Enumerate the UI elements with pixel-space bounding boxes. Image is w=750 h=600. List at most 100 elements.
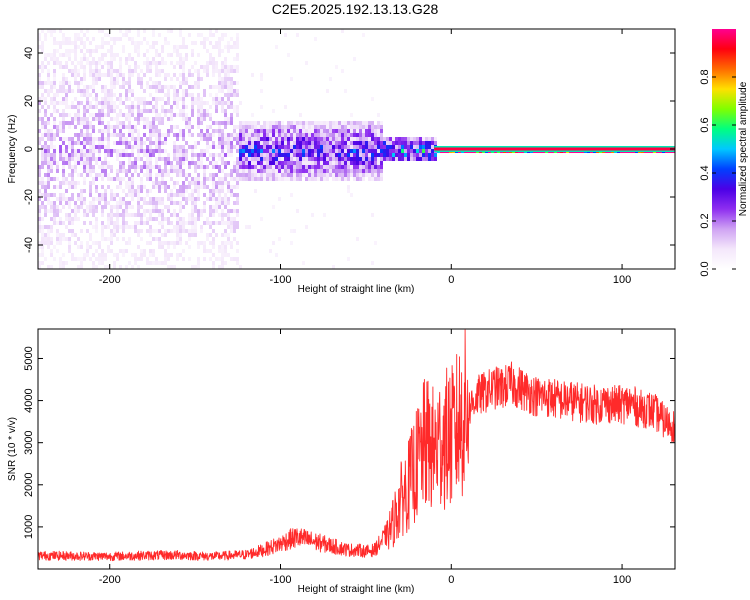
spectrogram-cell bbox=[296, 165, 299, 169]
spectrogram-cell bbox=[347, 141, 350, 145]
spectrogram-cell bbox=[140, 213, 143, 217]
spectrogram-cell bbox=[374, 165, 377, 169]
spectrogram-cell bbox=[110, 53, 113, 57]
spectrogram-cell bbox=[263, 173, 266, 177]
spectrogram-cell bbox=[68, 153, 71, 157]
spectrogram-cell bbox=[74, 117, 77, 121]
spectrogram-cell bbox=[59, 45, 62, 49]
spectrogram-cell bbox=[77, 149, 80, 153]
spectrogram-cell bbox=[140, 137, 143, 141]
spectrogram-cell bbox=[293, 129, 296, 133]
spectrogram-cell bbox=[158, 53, 161, 57]
spectrogram-cell bbox=[221, 85, 224, 89]
spectrogram-cell bbox=[284, 137, 287, 141]
spectrogram-cell bbox=[245, 173, 248, 177]
spectrogram-cell bbox=[245, 165, 248, 169]
spectrogram-cell bbox=[155, 261, 158, 265]
spectrogram-cell bbox=[260, 161, 263, 165]
spectrogram-cell bbox=[119, 65, 122, 69]
spectrogram-cell bbox=[143, 141, 146, 145]
spectrogram-cell bbox=[323, 141, 326, 145]
spectrogram-cell bbox=[140, 169, 143, 173]
spectrogram-cell bbox=[125, 201, 128, 205]
spectrogram-cell bbox=[374, 149, 377, 153]
spectrogram-cell bbox=[221, 137, 224, 141]
spectrogram-cell bbox=[152, 165, 155, 169]
spectrogram-cell bbox=[356, 141, 359, 145]
spectrogram-cell bbox=[305, 125, 308, 129]
spectrogram-cell bbox=[95, 185, 98, 189]
spectrogram-cell bbox=[275, 253, 278, 257]
spectrogram-cell bbox=[59, 209, 62, 213]
spectrogram-cell bbox=[188, 217, 191, 221]
spectrogram-cell bbox=[38, 45, 41, 49]
spectrogram-cell bbox=[125, 93, 128, 97]
spectrogram-cell bbox=[50, 113, 53, 117]
spectrogram-cell bbox=[170, 109, 173, 113]
spectrogram-cell bbox=[92, 61, 95, 65]
spectrogram-cell bbox=[167, 265, 170, 269]
spectrogram-cell bbox=[218, 177, 221, 181]
spectrogram-cell bbox=[80, 241, 83, 245]
spectrogram-cell bbox=[113, 149, 116, 153]
spectrogram-cell bbox=[83, 209, 86, 213]
spectrogram-cell bbox=[227, 201, 230, 205]
spectrogram-cell bbox=[98, 117, 101, 121]
spectrogram-cell bbox=[164, 101, 167, 105]
colorbar-tick-label: 0.6 bbox=[699, 117, 711, 132]
spectrogram-cell bbox=[236, 105, 239, 109]
spectrogram-cell bbox=[101, 209, 104, 213]
spectrogram-cell bbox=[143, 253, 146, 257]
colorbar-tick-label: 0.8 bbox=[699, 69, 711, 84]
spectrogram-cell bbox=[308, 125, 311, 129]
spectrogram-cell bbox=[179, 201, 182, 205]
spectrogram-cell bbox=[164, 257, 167, 261]
spectrogram-cell bbox=[62, 221, 65, 225]
spectrogram-cell bbox=[143, 209, 146, 213]
spectrogram-cell bbox=[125, 225, 128, 229]
spectrogram-cell bbox=[86, 173, 89, 177]
spectrogram-cell bbox=[221, 81, 224, 85]
spectrogram-cell bbox=[149, 101, 152, 105]
spectrogram-cell bbox=[83, 165, 86, 169]
spectrogram-cell bbox=[194, 81, 197, 85]
spectrogram-cell bbox=[275, 45, 278, 49]
spectrogram-cell bbox=[71, 153, 74, 157]
spectrogram-cell bbox=[293, 149, 296, 153]
spectrogram-cell bbox=[416, 149, 419, 153]
spectrogram-cell bbox=[233, 161, 236, 165]
spectrogram-cell bbox=[122, 225, 125, 229]
spectrogram-cell bbox=[107, 213, 110, 217]
spectrogram-cell bbox=[137, 81, 140, 85]
spectrogram-cell bbox=[38, 229, 41, 233]
spectrogram-cell bbox=[125, 213, 128, 217]
spectrogram-cell bbox=[362, 169, 365, 173]
spectrogram-cell bbox=[89, 73, 92, 77]
spectrogram-cell bbox=[158, 149, 161, 153]
spectrogram-cell bbox=[299, 177, 302, 181]
spectrogram-cell bbox=[116, 193, 119, 197]
spectrogram-cell bbox=[161, 133, 164, 137]
spectrogram-cell bbox=[239, 165, 242, 169]
spectrogram-cell bbox=[206, 177, 209, 181]
spectrogram-cell bbox=[71, 41, 74, 45]
spectrogram-cell bbox=[224, 77, 227, 81]
spectrogram-cell bbox=[338, 169, 341, 173]
spectrogram-cell bbox=[44, 225, 47, 229]
spectrogram-cell bbox=[146, 137, 149, 141]
spectrogram-cell bbox=[263, 121, 266, 125]
spectrogram-cell bbox=[101, 225, 104, 229]
spectrogram-cell bbox=[92, 85, 95, 89]
spectrogram-cell bbox=[290, 173, 293, 177]
spectrogram-cell bbox=[86, 121, 89, 125]
spectrogram-cell bbox=[74, 33, 77, 37]
spectrogram-cell bbox=[230, 37, 233, 41]
spectrogram-cell bbox=[260, 173, 263, 177]
spectrogram-cell bbox=[68, 229, 71, 233]
spectrogram-cell bbox=[380, 141, 383, 145]
spectrogram-cell bbox=[155, 257, 158, 261]
spectrogram-cell bbox=[290, 137, 293, 141]
spectrogram-cell bbox=[317, 165, 320, 169]
spectrogram-cell bbox=[89, 69, 92, 73]
